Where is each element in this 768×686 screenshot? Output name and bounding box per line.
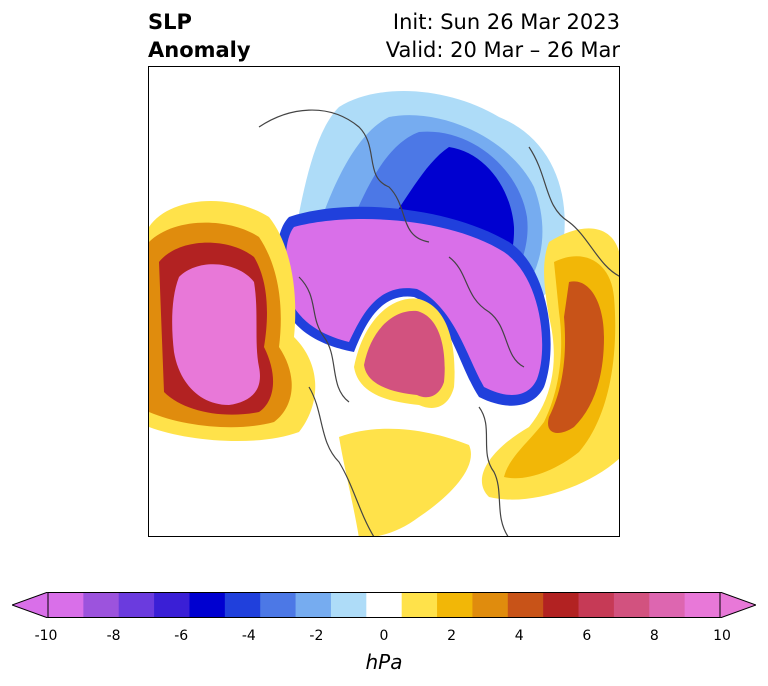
title-subvariable: Anomaly <box>148 38 251 62</box>
anomaly-map <box>148 66 620 537</box>
colorbar-cell <box>260 592 297 618</box>
colorbar-cell <box>154 592 190 618</box>
colorbar-tick-label: 2 <box>447 628 457 644</box>
init-date: Init: Sun 26 Mar 2023 <box>392 10 620 34</box>
map-dates: Init: Sun 26 Mar 2023 Valid: 20 Mar – 26… <box>386 8 620 64</box>
colorbar-cell <box>48 592 84 618</box>
colorbar-cell <box>295 592 332 618</box>
colorbar-tick-label: 8 <box>649 628 659 644</box>
colorbar-tick-label: 4 <box>514 628 524 644</box>
colorbar-cell <box>543 592 580 618</box>
colorbar-cell <box>330 592 367 618</box>
colorbar-tick-label: 0 <box>379 628 389 644</box>
colorbar-tick-label: 10 <box>713 628 731 644</box>
pacific-high-core <box>172 264 260 405</box>
colorbar-cell <box>366 592 403 618</box>
north-america-high <box>339 428 471 536</box>
colorbar-tick-label: 6 <box>582 628 592 644</box>
arctic-low <box>285 219 543 395</box>
coastlines <box>258 109 619 536</box>
atlantic-high-inner <box>548 281 604 433</box>
colorbar-tick-label: -10 <box>34 628 58 644</box>
colorbar-cell <box>613 592 650 618</box>
colorbar-cell <box>649 592 686 618</box>
colorbar-cell <box>118 592 155 618</box>
colorbar-tick-label: -8 <box>106 628 121 644</box>
colorbar-extend-low <box>12 592 49 618</box>
colorbar-tick-label: -2 <box>309 628 324 644</box>
colorbar-cell <box>437 592 473 618</box>
colorbar-unit: hPa <box>365 650 403 674</box>
colorbar-cell <box>83 592 120 618</box>
colorbar-cell <box>578 592 615 618</box>
colorbar-cell <box>507 592 544 618</box>
map-canvas <box>149 90 619 536</box>
colorbar-cell <box>189 592 226 618</box>
greenland-high <box>364 310 445 398</box>
colorbar-cell <box>684 592 721 618</box>
colorbar-tick-label: -6 <box>174 628 189 644</box>
colorbar-extend-high <box>719 592 756 618</box>
map-title: SLP Anomaly <box>148 8 251 64</box>
colorbar-cell <box>472 592 509 618</box>
valid-range: Valid: 20 Mar – 26 Mar <box>385 38 620 62</box>
colorbar-cell <box>224 592 261 618</box>
colorbar <box>12 592 756 618</box>
colorbar-cell <box>401 592 438 618</box>
title-variable: SLP <box>148 10 192 34</box>
colorbar-tick-label: -4 <box>241 628 256 644</box>
